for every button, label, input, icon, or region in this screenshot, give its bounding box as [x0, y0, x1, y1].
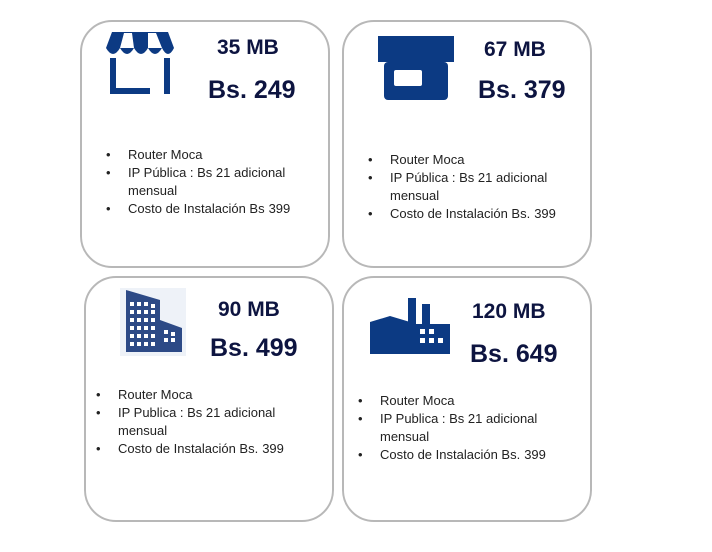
- plan-speed: 67 MB: [484, 38, 546, 61]
- plan-card-120mb: 120 MB Bs. 649 Router Moca IP Publica : …: [342, 276, 592, 522]
- plan-card-67mb: 67 MB Bs. 379 Router Moca IP Pública : B…: [342, 20, 592, 268]
- feature-item: Costo de Instalación Bs.399: [96, 440, 306, 458]
- plan-card-90mb: 90 MB Bs. 499 Router Moca IP Publica : B…: [84, 276, 334, 522]
- plan-speed: 90 MB: [218, 298, 280, 321]
- plan-speed: 35 MB: [217, 36, 279, 59]
- factory-icon: [370, 298, 450, 354]
- plan-price: Bs. 499: [210, 334, 298, 362]
- feature-item: IP Publica : Bs 21 adicional mensual: [358, 410, 568, 446]
- feature-list: Router Moca IP Pública : Bs 21 adicional…: [368, 151, 568, 223]
- feature-item: Router Moca: [96, 386, 306, 404]
- feature-text: Costo de Instalación Bs.: [380, 447, 521, 462]
- feature-list: Router Moca IP Pública : Bs 21 adicional…: [106, 146, 306, 218]
- feature-text: Costo de Instalación Bs.: [390, 206, 531, 221]
- install-amount: 399: [524, 447, 546, 462]
- feature-list: Router Moca IP Publica : Bs 21 adicional…: [96, 386, 306, 458]
- feature-text: Costo de Instalación Bs.: [118, 441, 259, 456]
- feature-item: IP Pública : Bs 21 adicional mensual: [106, 164, 306, 200]
- feature-item: Costo de Instalación Bs.399: [358, 446, 568, 464]
- feature-item: Router Moca: [368, 151, 568, 169]
- feature-item: Router Moca: [106, 146, 306, 164]
- plan-speed: 120 MB: [472, 300, 546, 323]
- storefront-awning-icon: [106, 32, 174, 94]
- feature-list: Router Moca IP Publica : Bs 21 adicional…: [358, 392, 568, 464]
- install-amount: 399: [262, 441, 284, 456]
- plan-price: Bs. 379: [478, 76, 566, 104]
- plan-price: Bs. 249: [208, 76, 296, 104]
- plan-price: Bs. 649: [470, 340, 558, 368]
- install-amount: 399: [268, 201, 291, 216]
- feature-item: IP Pública : Bs 21 adicional mensual: [368, 169, 568, 205]
- install-amount: 399: [534, 206, 556, 221]
- feature-item: Router Moca: [358, 392, 568, 410]
- feature-text: Costo de Instalación Bs: [128, 201, 265, 216]
- feature-item: Costo de Instalación Bs.399: [368, 205, 568, 223]
- feature-item: IP Publica : Bs 21 adicional mensual: [96, 404, 306, 440]
- office-building-icon: [120, 288, 186, 356]
- shop-icon: [378, 36, 454, 100]
- plan-card-35mb: 35 MB Bs. 249 Router Moca IP Pública : B…: [80, 20, 330, 268]
